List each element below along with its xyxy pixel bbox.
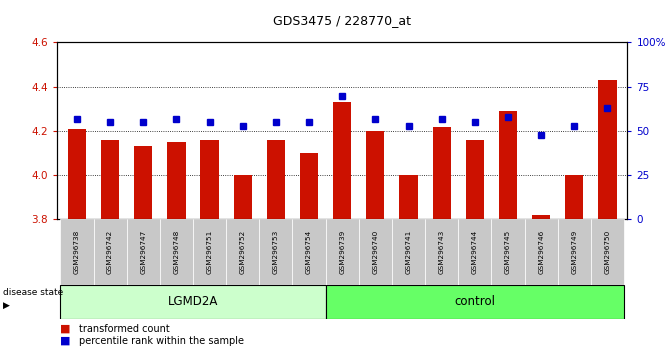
Bar: [466, 140, 484, 219]
Text: GSM296742: GSM296742: [107, 230, 113, 274]
Text: transformed count: transformed count: [79, 324, 170, 333]
Bar: [267, 140, 285, 219]
Bar: [491, 219, 525, 285]
Text: disease state: disease state: [3, 289, 64, 297]
Text: GSM296750: GSM296750: [605, 230, 611, 274]
Text: GSM296738: GSM296738: [74, 230, 80, 274]
Bar: [425, 219, 458, 285]
Bar: [525, 219, 558, 285]
Bar: [226, 219, 259, 285]
Text: GSM296751: GSM296751: [207, 230, 213, 274]
Bar: [333, 102, 352, 219]
Bar: [359, 219, 392, 285]
Text: GDS3475 / 228770_at: GDS3475 / 228770_at: [273, 14, 411, 27]
Bar: [127, 219, 160, 285]
Text: GSM296748: GSM296748: [173, 230, 179, 274]
Bar: [293, 219, 325, 285]
Text: GSM296745: GSM296745: [505, 230, 511, 274]
Text: percentile rank within the sample: percentile rank within the sample: [79, 336, 244, 346]
Bar: [433, 127, 451, 219]
Text: GSM296752: GSM296752: [240, 230, 246, 274]
Bar: [60, 219, 93, 285]
Text: GSM296753: GSM296753: [273, 230, 279, 274]
Text: LGMD2A: LGMD2A: [168, 295, 218, 308]
Text: GSM296739: GSM296739: [340, 230, 345, 274]
Bar: [134, 147, 152, 219]
Bar: [101, 140, 119, 219]
Text: ▶: ▶: [3, 301, 10, 310]
Bar: [399, 175, 417, 219]
Bar: [392, 219, 425, 285]
Bar: [93, 219, 127, 285]
Bar: [532, 215, 550, 219]
Bar: [234, 175, 252, 219]
Text: GSM296744: GSM296744: [472, 230, 478, 274]
Text: GSM296747: GSM296747: [140, 230, 146, 274]
Bar: [558, 219, 591, 285]
Bar: [366, 131, 384, 219]
Bar: [259, 219, 293, 285]
Bar: [201, 140, 219, 219]
Bar: [565, 175, 584, 219]
Bar: [193, 219, 226, 285]
Bar: [325, 285, 624, 319]
Bar: [160, 219, 193, 285]
Bar: [167, 142, 185, 219]
Text: GSM296743: GSM296743: [439, 230, 445, 274]
Text: GSM296741: GSM296741: [405, 230, 411, 274]
Text: control: control: [454, 295, 495, 308]
Bar: [591, 219, 624, 285]
Bar: [599, 80, 617, 219]
Text: GSM296740: GSM296740: [372, 230, 378, 274]
Text: ■: ■: [60, 324, 71, 333]
Bar: [68, 129, 86, 219]
Bar: [499, 111, 517, 219]
Text: ■: ■: [60, 336, 71, 346]
Text: GSM296749: GSM296749: [571, 230, 577, 274]
Bar: [458, 219, 491, 285]
Text: GSM296754: GSM296754: [306, 230, 312, 274]
Bar: [300, 153, 318, 219]
Bar: [60, 285, 325, 319]
Text: GSM296746: GSM296746: [538, 230, 544, 274]
Bar: [325, 219, 359, 285]
